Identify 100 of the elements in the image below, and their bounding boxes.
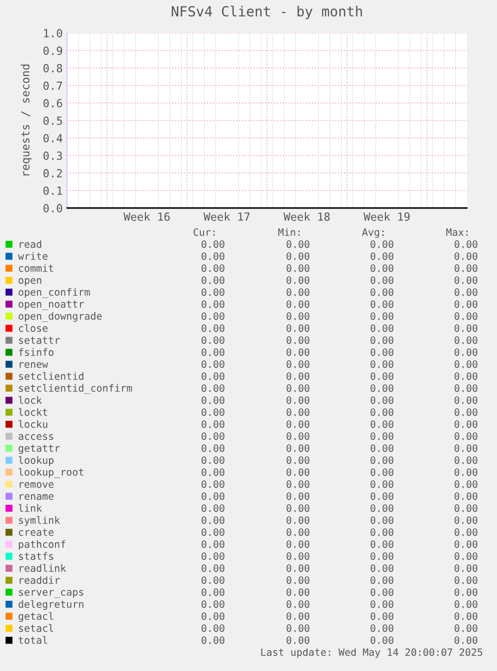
legend-label: pathconf xyxy=(18,540,66,550)
legend-label: lockt xyxy=(18,408,48,416)
text: 0.00 xyxy=(286,468,310,476)
text: 0.00 xyxy=(454,264,478,272)
text: 0.00 xyxy=(286,636,310,644)
text: 0.00 xyxy=(370,612,394,620)
text: 0.00 xyxy=(286,444,310,452)
text: 0.00 xyxy=(286,576,310,584)
text: 0.00 xyxy=(202,612,224,620)
legend-label: readdir xyxy=(20,576,60,584)
text: 0.00 xyxy=(370,408,394,416)
y-tick-label: 0.2 xyxy=(43,169,62,178)
text: 0.00 xyxy=(370,360,394,368)
text: 0.00 xyxy=(370,636,394,644)
text: 0.00 xyxy=(286,588,310,596)
y-tick-label: 0.4 xyxy=(43,134,62,142)
text: 0.00 xyxy=(370,492,394,500)
text: 0.00 xyxy=(370,444,394,452)
text: 0.00 xyxy=(286,564,310,572)
text: 0.00 xyxy=(454,528,478,536)
text: Cur: xyxy=(194,228,215,236)
text: 0.00 xyxy=(286,336,310,344)
text: 0.00 xyxy=(286,552,310,560)
y-tick-label: 0.1 xyxy=(43,186,62,195)
text: 0.00 xyxy=(202,636,224,644)
text: 0.00 xyxy=(202,252,224,260)
text: 0.00 xyxy=(286,240,310,248)
text: Max: xyxy=(446,228,468,236)
text: 0.00 xyxy=(454,336,478,344)
text: 0.00 xyxy=(454,432,478,440)
x-tick-label: Week 19 xyxy=(364,212,410,221)
text: 0.00 xyxy=(370,564,394,572)
legend-label: read xyxy=(20,240,42,248)
y-tick-label: 0.3 xyxy=(43,152,62,160)
text: 0.00 xyxy=(454,588,478,596)
text: 0.00 xyxy=(454,624,478,632)
text: 0.00 xyxy=(286,372,310,380)
text: 0.00 xyxy=(202,336,224,344)
x-tick-label: Week 16 xyxy=(124,212,170,221)
y-tick-label: 0.0 xyxy=(43,204,62,212)
text: 0.00 xyxy=(454,324,478,332)
legend-label: getacl xyxy=(18,612,54,622)
text: 0.00 xyxy=(202,504,224,512)
text: 0.00 xyxy=(286,456,310,464)
text: 0.00 xyxy=(202,276,224,284)
text: 0.00 xyxy=(370,456,394,464)
legend-label: open_confirm xyxy=(18,288,90,298)
text: 0.00 xyxy=(454,276,478,284)
text: 0.00 xyxy=(454,348,478,356)
text: 0.00 xyxy=(286,540,310,548)
text: 0.00 xyxy=(286,396,310,404)
text: 0.00 xyxy=(454,552,478,560)
text: 0.00 xyxy=(454,408,478,416)
text: 0.00 xyxy=(202,480,224,488)
legend-label: lookup xyxy=(18,456,54,466)
text: 0.00 xyxy=(286,492,310,500)
text: 0.00 xyxy=(286,384,310,392)
text: Min: xyxy=(278,228,300,236)
y-tick-label: 1.0 xyxy=(44,29,62,38)
legend-label: setacl xyxy=(19,624,54,632)
text: 0.00 xyxy=(454,612,478,620)
legend-label: open_noattr xyxy=(18,300,84,310)
text: 0.00 xyxy=(286,504,310,512)
legend-label: total xyxy=(18,636,48,644)
text: 0.00 xyxy=(202,324,224,332)
text: 0.00 xyxy=(286,480,310,488)
text: 0.00 xyxy=(370,552,394,560)
text: 0.00 xyxy=(454,444,478,452)
text: 0.00 xyxy=(202,312,224,320)
legend-label: getattr xyxy=(18,444,60,454)
text: 0.00 xyxy=(202,456,224,464)
text: 0.00 xyxy=(454,636,478,644)
y-tick-label: 0.6 xyxy=(43,99,62,108)
text: 0.00 xyxy=(202,492,224,500)
text: 0.00 xyxy=(370,288,394,296)
legend-label: symlink xyxy=(19,516,60,526)
text: 0.00 xyxy=(286,276,310,284)
text: 0.00 xyxy=(202,432,224,440)
text: 0.00 xyxy=(370,468,394,476)
text: 0.00 xyxy=(454,516,478,524)
text: 0.00 xyxy=(454,564,478,572)
text: 0.00 xyxy=(370,588,394,596)
legend-label: server_caps xyxy=(19,590,84,598)
text: 0.00 xyxy=(286,300,310,308)
text: 0.00 xyxy=(286,264,310,272)
text: 0.00 xyxy=(286,516,310,524)
text: 0.00 xyxy=(454,240,478,248)
text: 0.00 xyxy=(370,312,394,320)
text: 0.00 xyxy=(202,588,224,596)
text: 0.00 xyxy=(202,420,224,428)
legend-label: lock xyxy=(18,396,42,404)
text: 0.00 xyxy=(286,360,310,368)
text: 0.00 xyxy=(202,288,224,296)
text: 0.00 xyxy=(454,504,478,512)
text: 0.00 xyxy=(454,576,478,584)
x-tick-label: Week 18 xyxy=(284,212,330,221)
x-tick-label: Week 17 xyxy=(204,212,250,221)
text: 0.00 xyxy=(370,348,394,356)
text: 0.00 xyxy=(202,624,224,632)
text: 0.00 xyxy=(370,540,394,548)
